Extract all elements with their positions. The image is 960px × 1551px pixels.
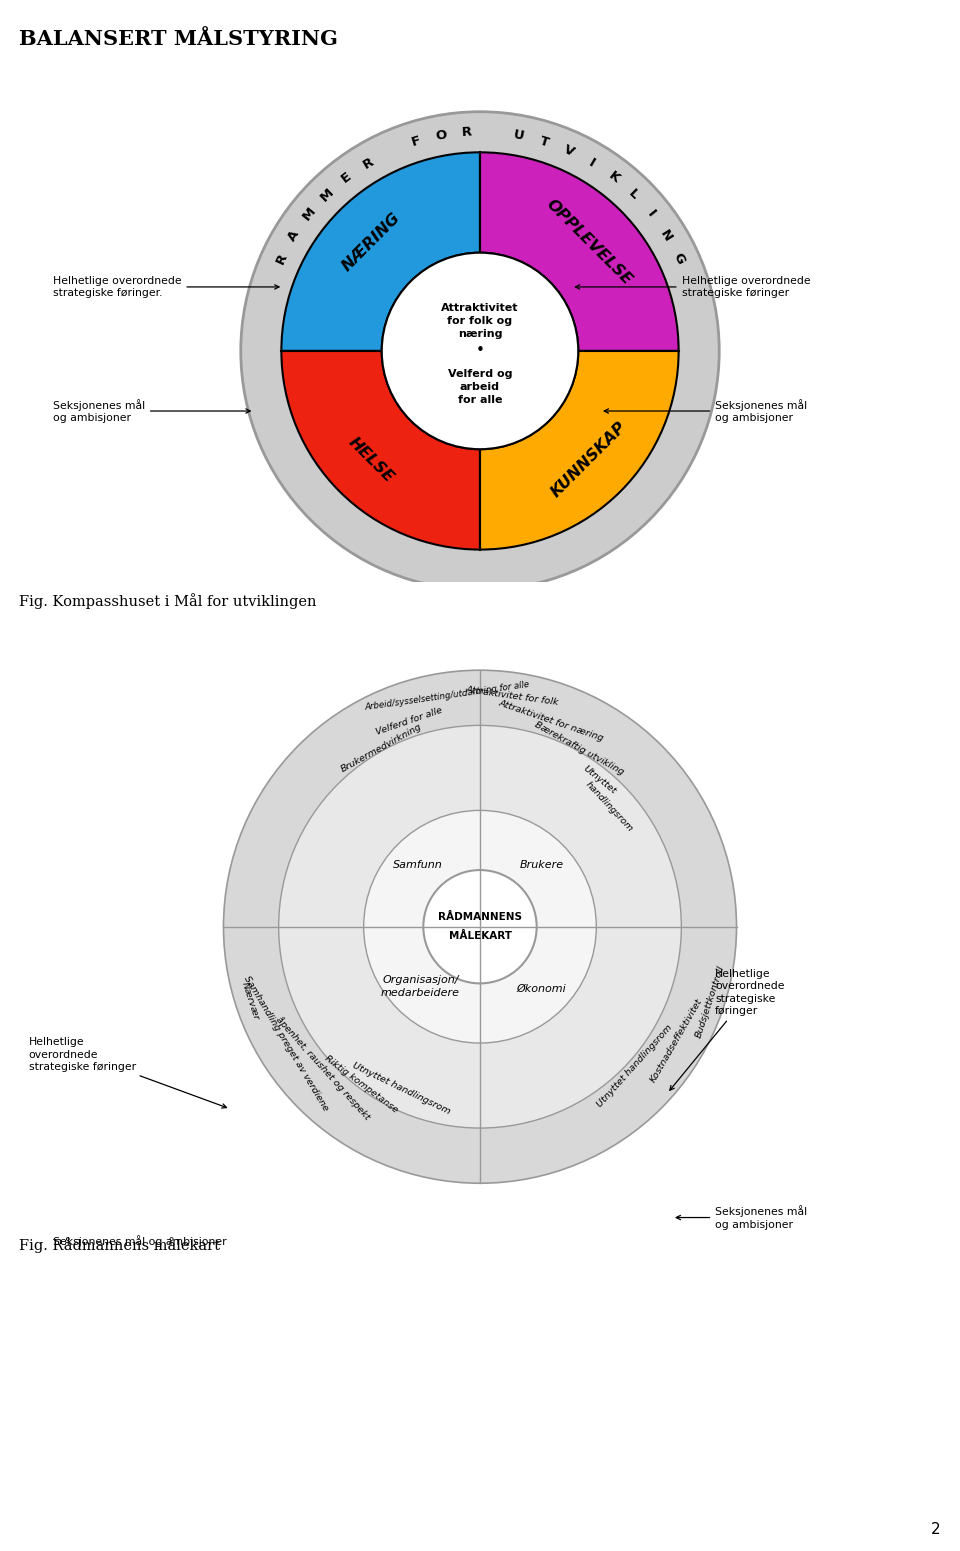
Text: I: I	[644, 208, 658, 220]
Circle shape	[423, 870, 537, 983]
Wedge shape	[281, 152, 480, 351]
Text: E: E	[339, 169, 354, 186]
Text: F: F	[409, 133, 421, 149]
Text: Utnyttet handlingsrom: Utnyttet handlingsrom	[596, 1024, 675, 1109]
Text: Helhetlige
overordnede
strategiske føringer: Helhetlige overordnede strategiske førin…	[29, 1038, 227, 1107]
Text: OPPLEVELSE: OPPLEVELSE	[543, 197, 635, 288]
Text: U: U	[513, 129, 525, 143]
Text: N: N	[658, 228, 675, 244]
Text: Samfunn: Samfunn	[394, 861, 444, 870]
Text: Seksjonenes mål
og ambisjoner: Seksjonenes mål og ambisjoner	[676, 1205, 807, 1230]
Text: MÅLEKART: MÅLEKART	[448, 932, 512, 941]
Text: Attraktivitet for næring: Attraktivitet for næring	[497, 698, 605, 743]
Text: R: R	[274, 251, 290, 265]
Wedge shape	[480, 152, 679, 351]
Circle shape	[224, 670, 736, 1183]
Text: Seksjonenes mål og ambisjoner: Seksjonenes mål og ambisjoner	[53, 1235, 227, 1247]
Wedge shape	[480, 351, 679, 549]
Text: Utnyttet: Utnyttet	[581, 763, 617, 796]
Text: R: R	[462, 126, 472, 140]
Text: Fig. Rådmannens målekart: Fig. Rådmannens målekart	[19, 1236, 220, 1253]
Text: Utnyttet handlingsrom: Utnyttet handlingsrom	[350, 1061, 451, 1117]
Text: Brukere: Brukere	[519, 861, 564, 870]
Circle shape	[278, 726, 682, 1128]
Text: Riktig kompetanse: Riktig kompetanse	[324, 1053, 399, 1114]
Text: K: K	[606, 169, 622, 186]
Text: Helhetlige overordnede
strategiske føringer.: Helhetlige overordnede strategiske førin…	[53, 276, 279, 298]
Text: •: •	[475, 343, 485, 358]
Text: A: A	[286, 228, 302, 244]
Text: Organisasjon/
medarbeidere: Organisasjon/ medarbeidere	[381, 976, 460, 997]
Text: Økonomi: Økonomi	[516, 983, 566, 993]
Text: Nærvær: Nærvær	[240, 982, 260, 1022]
Text: V: V	[562, 143, 576, 158]
Text: G: G	[670, 251, 686, 267]
Circle shape	[241, 112, 719, 591]
Text: handlingsrom: handlingsrom	[584, 780, 635, 833]
Text: Velferd for alle: Velferd for alle	[374, 706, 444, 737]
Wedge shape	[281, 351, 480, 549]
Text: Helhetlige overordnede
strategiske føringer: Helhetlige overordnede strategiske førin…	[575, 276, 810, 298]
Text: 2: 2	[931, 1522, 941, 1537]
Text: åpenhet, raushet og respekt: åpenhet, raushet og respekt	[274, 1014, 372, 1121]
Circle shape	[382, 253, 578, 450]
Text: M: M	[318, 186, 336, 205]
Text: Attraktivitet
for folk og
næring: Attraktivitet for folk og næring	[442, 302, 518, 340]
Text: Seksjonenes mål
og ambisjoner: Seksjonenes mål og ambisjoner	[604, 399, 807, 423]
Text: Brukermedvirkning: Brukermedvirkning	[339, 723, 423, 774]
Text: HELSE: HELSE	[346, 434, 396, 485]
Text: KUNNSKAP: KUNNSKAP	[548, 419, 629, 499]
Text: Helhetlige
overordnede
strategiske
føringer: Helhetlige overordnede strategiske førin…	[670, 969, 784, 1090]
Text: I: I	[587, 157, 597, 169]
Text: O: O	[434, 129, 447, 143]
Circle shape	[281, 152, 679, 549]
Circle shape	[364, 810, 596, 1044]
Text: Fig. Kompasshuset i Mål for utviklingen: Fig. Kompasshuset i Mål for utviklingen	[19, 592, 317, 610]
Text: L: L	[626, 188, 641, 202]
Text: Budsjettkontroll: Budsjettkontroll	[694, 965, 726, 1039]
Text: R: R	[360, 155, 375, 171]
Text: Samhandling preget av verdiene: Samhandling preget av verdiene	[242, 974, 329, 1112]
Text: Arbeid/sysselsetting/utdanning for alle: Arbeid/sysselsetting/utdanning for alle	[365, 681, 531, 712]
Text: Attraktivitet for folk: Attraktivitet for folk	[466, 686, 560, 707]
Text: NÆRING: NÆRING	[339, 211, 403, 275]
Text: BALANSERT MÅLSTYRING: BALANSERT MÅLSTYRING	[19, 29, 338, 48]
Text: RÅDMANNENS: RÅDMANNENS	[438, 912, 522, 921]
Text: Kostnadseffektivitet: Kostnadseffektivitet	[649, 996, 704, 1084]
Text: Seksjonenes mål
og ambisjoner: Seksjonenes mål og ambisjoner	[53, 399, 251, 423]
Text: T: T	[539, 133, 551, 149]
Text: M: M	[300, 205, 319, 223]
Text: Bærekraftig utvikling: Bærekraftig utvikling	[533, 720, 625, 777]
Text: Velferd og
arbeid
for alle: Velferd og arbeid for alle	[447, 369, 513, 405]
